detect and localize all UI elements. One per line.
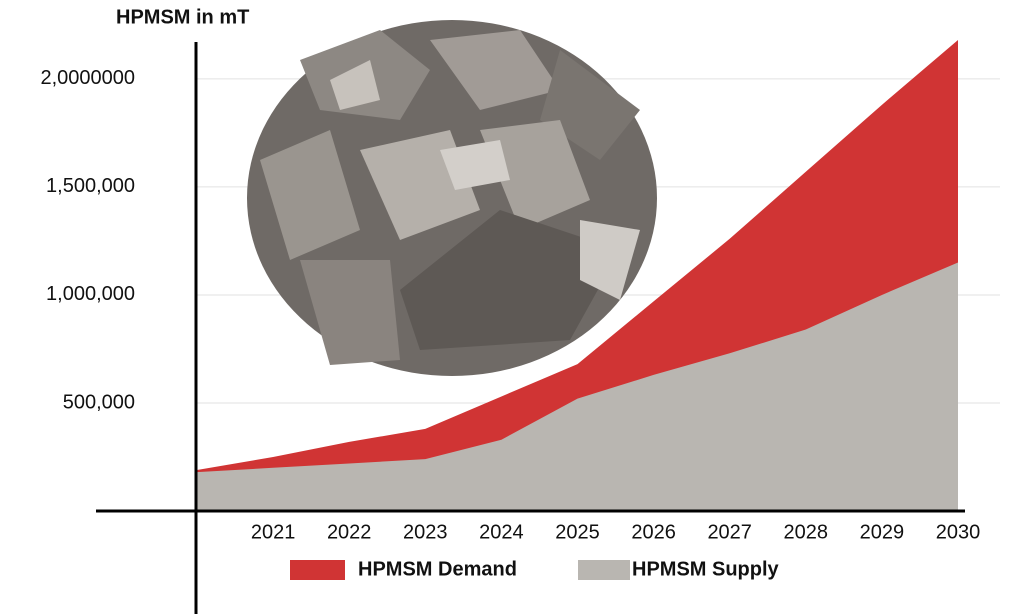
legend-swatch	[578, 560, 630, 580]
x-tick-label: 2023	[403, 521, 448, 543]
chart-title: HPMSM in mT	[116, 6, 249, 28]
x-tick-label: 2024	[479, 521, 524, 543]
x-tick-label: 2029	[860, 521, 905, 543]
legend: HPMSM Demand HPMSM Supply	[290, 558, 780, 580]
y-tick-label: 2,0000000	[40, 67, 135, 89]
y-tick-label: 1,000,000	[46, 283, 135, 305]
y-tick-label: 500,000	[63, 391, 135, 413]
x-tick-label: 2025	[555, 521, 600, 543]
photo	[247, 20, 657, 376]
x-tick-label: 2028	[784, 521, 829, 543]
x-tick-label: 2022	[327, 521, 372, 543]
chart: HPMSM in mT 500,000 1,000,000 1,500,000 2,0…	[0, 0, 1012, 614]
x-tick-label: 2026	[631, 521, 676, 543]
legend-swatch	[290, 560, 345, 580]
legend-label: HPMSM Demand	[358, 558, 517, 580]
x-tick-label: 2021	[251, 521, 296, 543]
legend-label: HPMSM Supply	[632, 558, 780, 580]
x-tick-label: 2030	[936, 521, 981, 543]
y-tick-label: 1,500,000	[46, 175, 135, 197]
x-tick-label: 2027	[707, 521, 752, 543]
